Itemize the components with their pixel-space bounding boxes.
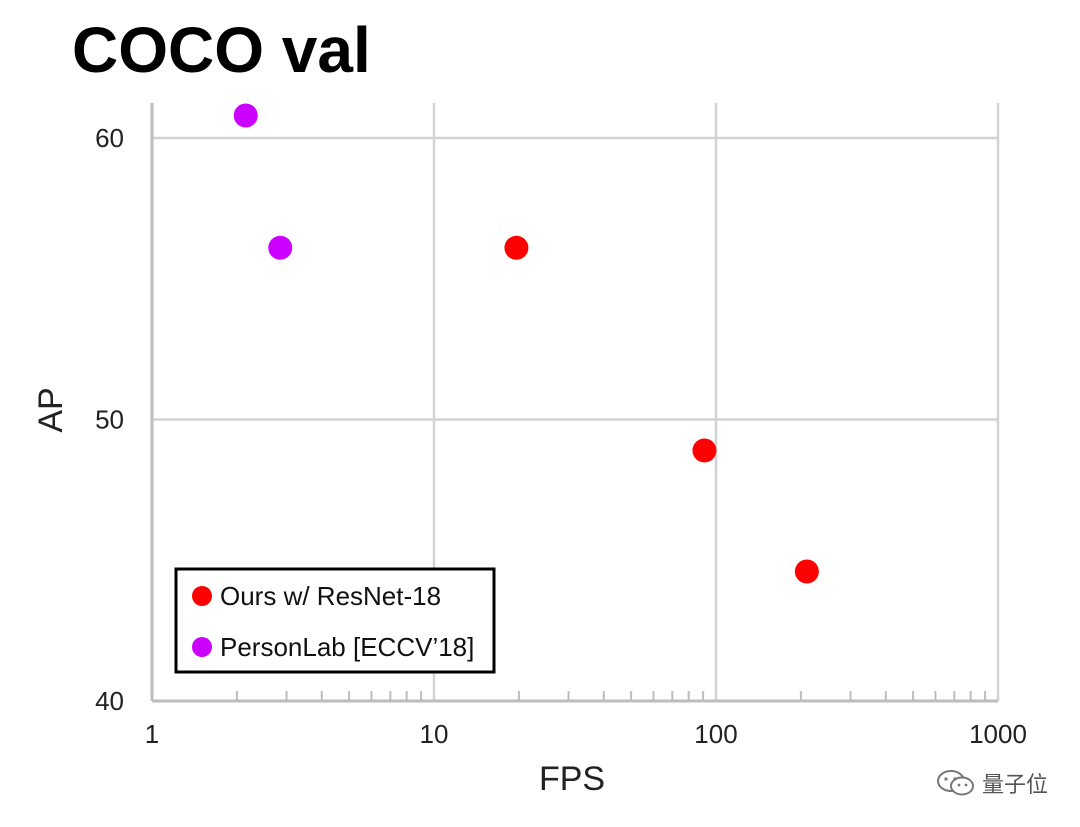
data-point-personlab bbox=[233, 103, 258, 128]
chart-title: COCO val bbox=[72, 14, 371, 86]
data-point-personlab bbox=[268, 235, 293, 260]
data-point-ours bbox=[794, 559, 819, 584]
data-point-ours bbox=[692, 438, 717, 463]
data-point-ours bbox=[504, 235, 529, 260]
x-tick-label: 10 bbox=[420, 719, 449, 749]
y-tick-label: 40 bbox=[95, 686, 124, 716]
x-axis-title: FPS bbox=[539, 760, 605, 798]
legend-box bbox=[174, 567, 496, 674]
tick-labels: 1 10 100 1000 40 50 60 bbox=[95, 123, 1027, 749]
watermark: 量子位 bbox=[936, 767, 1048, 799]
y-axis-title: AP bbox=[32, 387, 70, 432]
legend-marker-ours bbox=[192, 586, 212, 606]
legend-label-ours: Ours w/ ResNet-18 bbox=[220, 581, 441, 611]
axes bbox=[150, 103, 998, 703]
y-tick-label: 60 bbox=[95, 123, 124, 153]
x-tick-label: 100 bbox=[694, 719, 737, 749]
watermark-text: 量子位 bbox=[981, 773, 1048, 798]
legend-marker-personlab bbox=[192, 637, 212, 657]
legend-label-personlab: PersonLab [ECCV’18] bbox=[220, 632, 474, 662]
x-tick-label: 1 bbox=[145, 719, 159, 749]
y-tick-label: 50 bbox=[95, 405, 124, 435]
x-tick-label: 1000 bbox=[969, 719, 1027, 749]
data-points bbox=[233, 103, 819, 584]
legend: Ours w/ ResNet-18 PersonLab [ECCV’18] bbox=[174, 567, 496, 674]
wechat-icon bbox=[936, 770, 974, 796]
